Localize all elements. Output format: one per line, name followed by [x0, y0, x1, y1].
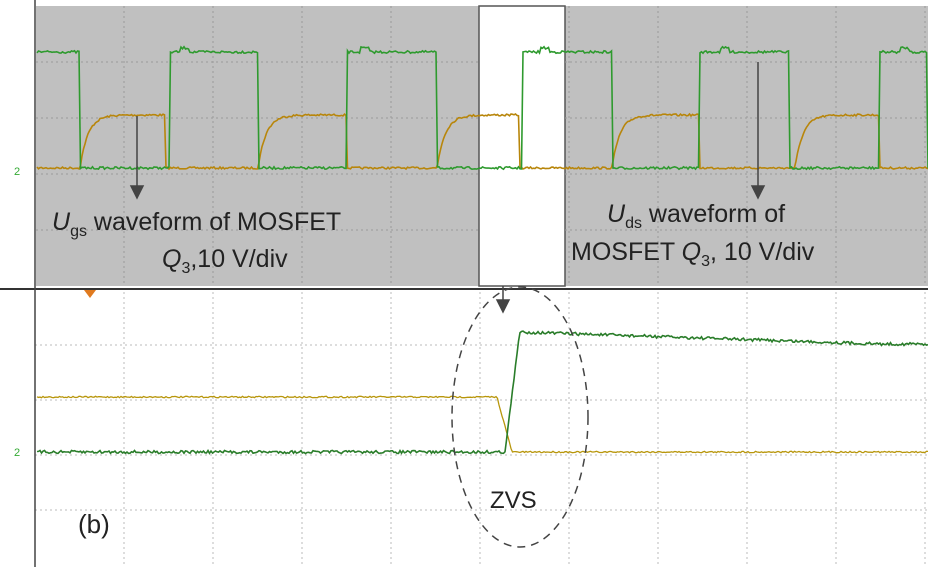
ugs-note-line2: Q3,10 V/div	[162, 245, 288, 277]
channel-marker: 2	[14, 447, 20, 459]
channel-marker: 2	[14, 166, 20, 178]
zvs-label: ZVS	[490, 487, 537, 514]
ugs-note-line1: Ugs waveform of MOSFET	[52, 208, 341, 240]
panel-label: (b)	[78, 509, 110, 539]
scope-figure: 2 2 Ugs waveform of MOSFET Q3,10 V/div U…	[0, 0, 928, 567]
uds-note-line2: MOSFET Q3, 10 V/div	[571, 238, 815, 270]
